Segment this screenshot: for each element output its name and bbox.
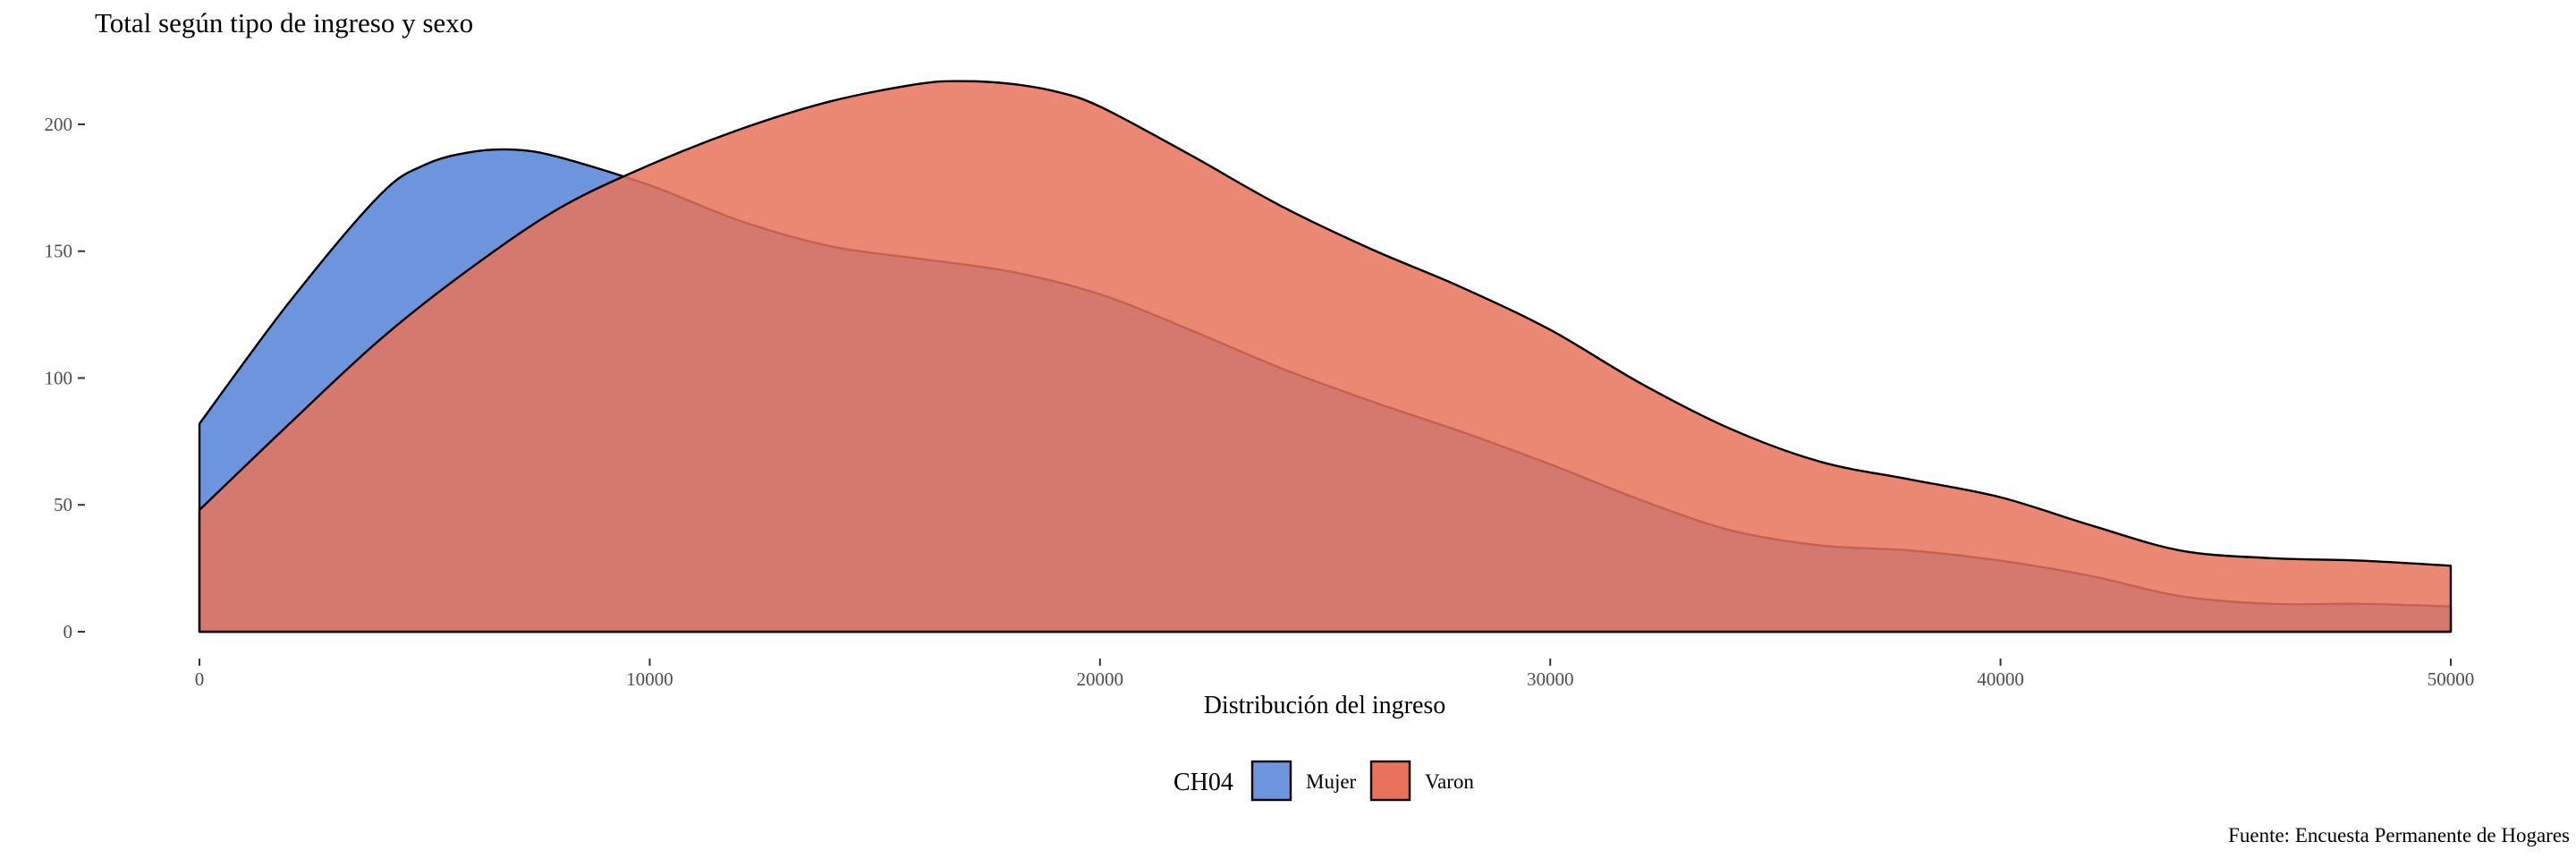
chart-caption: Fuente: Encuesta Permanente de Hogares bbox=[2228, 824, 2570, 846]
x-axis: 0 10000 20000 30000 40000 50000 bbox=[195, 659, 2475, 690]
y-tick-label: 100 bbox=[45, 367, 73, 388]
legend: CH04 Mujer Varon bbox=[1174, 760, 1474, 802]
legend-title: CH04 bbox=[1174, 769, 1233, 796]
y-tick-label: 50 bbox=[54, 494, 72, 515]
x-tick-label: 50000 bbox=[2428, 668, 2475, 690]
x-tick-label: 40000 bbox=[1977, 668, 2024, 690]
y-tick-label: 0 bbox=[64, 621, 73, 642]
legend-label-mujer: Mujer bbox=[1306, 770, 1357, 793]
x-tick-label: 0 bbox=[195, 668, 205, 690]
density-area-varon bbox=[198, 80, 2453, 634]
x-tick-label: 10000 bbox=[626, 668, 674, 690]
y-axis: 0 50 100 150 200 bbox=[45, 114, 85, 642]
y-tick-label: 150 bbox=[45, 241, 73, 262]
area-layer bbox=[198, 80, 2453, 634]
legend-label-varon: Varon bbox=[1425, 770, 1474, 793]
x-tick-label: 30000 bbox=[1527, 668, 1574, 690]
x-tick-label: 20000 bbox=[1077, 668, 1124, 690]
y-tick-label: 200 bbox=[45, 114, 73, 135]
x-axis-title: Distribución del ingreso bbox=[1204, 692, 1446, 719]
chart-title: Total según tipo de ingreso y sexo bbox=[95, 7, 473, 38]
legend-key-mujer bbox=[1250, 760, 1292, 802]
legend-key-varon bbox=[1369, 760, 1411, 802]
